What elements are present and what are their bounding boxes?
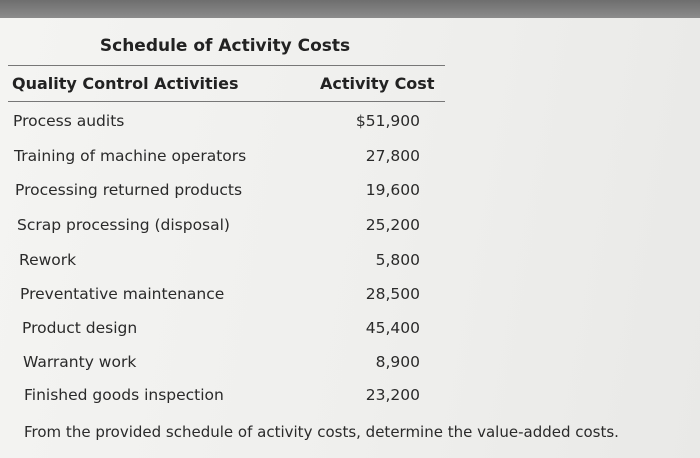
- table-row: Preventative maintenance 28,500: [0, 285, 440, 307]
- table-row: Rework 5,800: [0, 251, 440, 273]
- table-row: Processing returned products 19,600: [0, 181, 440, 203]
- row-label: Preventative maintenance: [20, 285, 225, 303]
- table-row: Training of machine operators 27,800: [0, 147, 440, 169]
- row-label: Scrap processing (disposal): [17, 216, 230, 234]
- row-label: Processing returned products: [15, 181, 243, 199]
- row-label: Warranty work: [23, 353, 137, 371]
- row-label: Rework: [19, 251, 77, 269]
- row-value: 28,500: [365, 285, 420, 303]
- row-value: 27,800: [365, 147, 420, 165]
- window-top-bar: [0, 0, 700, 18]
- table-title: Schedule of Activity Costs: [99, 36, 351, 56]
- column-header-activity-cost: Activity Cost: [320, 74, 435, 93]
- table-row: Warranty work 8,900: [0, 353, 440, 375]
- row-value: 19,600: [365, 181, 420, 199]
- row-label: Finished goods inspection: [24, 386, 224, 404]
- row-value: $51,900: [355, 112, 420, 130]
- table-row: Scrap processing (disposal) 25,200: [0, 216, 440, 238]
- header-top-rule: [8, 65, 445, 66]
- table-row: Product design 45,400: [0, 319, 440, 341]
- document-sheet: [0, 18, 700, 458]
- row-value: 25,200: [365, 216, 420, 234]
- row-value: 45,400: [365, 319, 420, 337]
- row-label: Training of machine operators: [14, 147, 247, 165]
- table-row: Finished goods inspection 23,200: [0, 386, 440, 408]
- table-row: Process audits $51,900: [0, 112, 440, 134]
- question-text: From the provided schedule of activity c…: [24, 423, 619, 441]
- row-label: Process audits: [13, 112, 125, 130]
- row-value: 8,900: [375, 353, 420, 371]
- row-value: 23,200: [365, 386, 420, 404]
- row-label: Product design: [22, 319, 138, 337]
- column-header-activities: Quality Control Activities: [12, 74, 239, 93]
- row-value: 5,800: [375, 251, 420, 269]
- header-bottom-rule: [8, 101, 445, 102]
